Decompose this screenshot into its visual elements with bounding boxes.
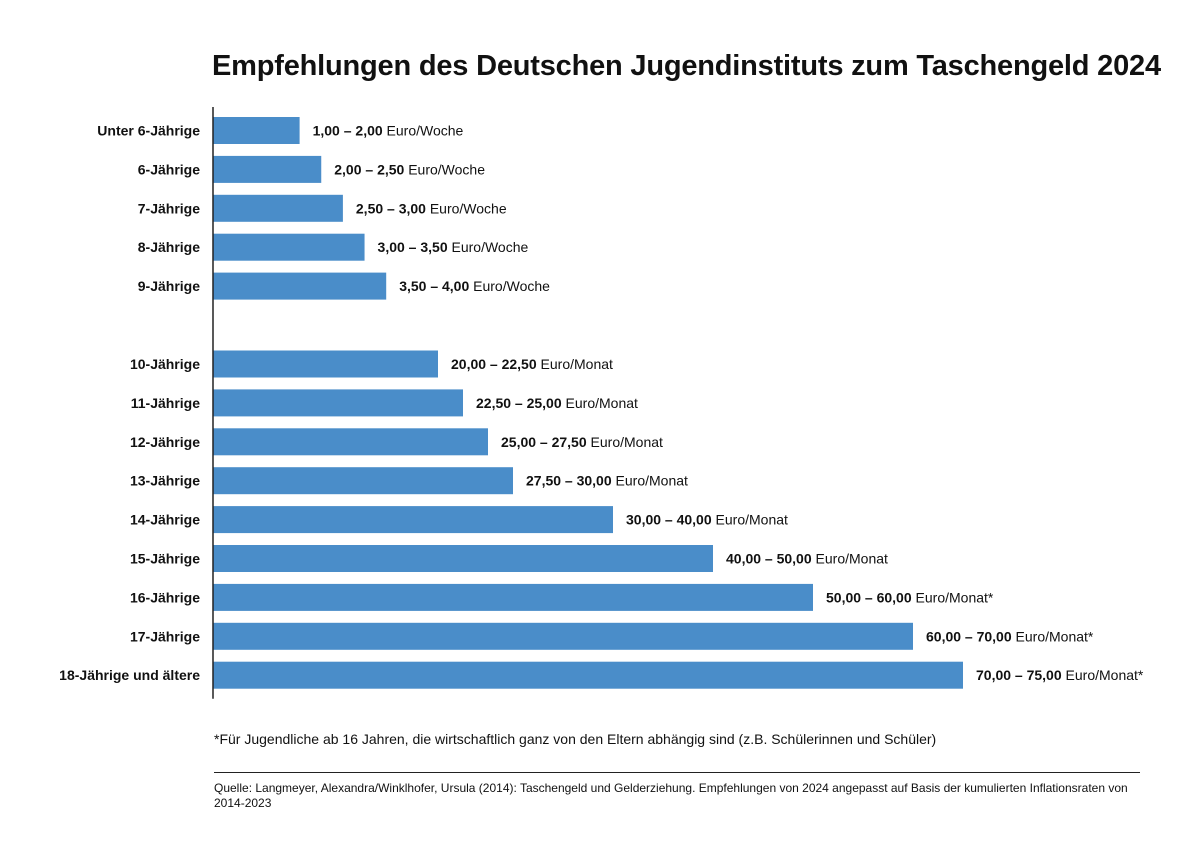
bar bbox=[213, 428, 488, 456]
value-range: 1,00 – 2,00 bbox=[313, 123, 383, 139]
bar bbox=[213, 661, 963, 689]
bar bbox=[213, 194, 343, 222]
value-unit: Euro/Woche bbox=[469, 278, 550, 294]
divider bbox=[214, 772, 1140, 773]
bar bbox=[213, 155, 322, 183]
value-range: 30,00 – 40,00 bbox=[626, 512, 712, 528]
value-label: 1,00 – 2,00 Euro/Woche bbox=[313, 123, 464, 139]
value-range: 22,50 – 25,00 bbox=[476, 395, 562, 411]
source-note: Quelle: Langmeyer, Alexandra/Winklhofer,… bbox=[214, 781, 1128, 810]
value-label: 30,00 – 40,00 Euro/Monat bbox=[626, 512, 788, 528]
value-label: 2,00 – 2,50 Euro/Woche bbox=[334, 161, 485, 177]
chart-title: Empfehlungen des Deutschen Jugendinstitu… bbox=[212, 50, 1161, 82]
value-unit: Euro/Woche bbox=[383, 123, 464, 139]
bar bbox=[213, 545, 713, 572]
category-label: 13-Jährige bbox=[130, 473, 200, 489]
bar bbox=[213, 117, 300, 144]
value-label: 40,00 – 50,00 Euro/Monat bbox=[726, 551, 888, 567]
value-unit: Euro/Monat* bbox=[1062, 667, 1144, 683]
value-label: 3,50 – 4,00 Euro/Woche bbox=[399, 278, 550, 294]
value-unit: Euro/Woche bbox=[426, 200, 507, 216]
bar bbox=[213, 622, 913, 650]
bar bbox=[213, 389, 463, 417]
category-label: 18-Jährige und ältere bbox=[59, 667, 200, 683]
bar bbox=[213, 506, 613, 534]
value-unit: Euro/Monat bbox=[612, 473, 688, 489]
value-label: 2,50 – 3,00 Euro/Woche bbox=[356, 200, 507, 216]
category-label: 11-Jährige bbox=[131, 395, 200, 411]
bar bbox=[213, 583, 813, 611]
value-label: 22,50 – 25,00 Euro/Monat bbox=[476, 395, 638, 411]
bars-group bbox=[213, 117, 963, 689]
footnote: *Für Jugendliche ab 16 Jahren, die wirts… bbox=[214, 731, 937, 747]
bar bbox=[213, 467, 513, 495]
bar bbox=[213, 233, 365, 261]
value-range: 2,00 – 2,50 bbox=[334, 161, 404, 177]
category-label: 16-Jährige bbox=[130, 589, 200, 605]
category-label: 9-Jährige bbox=[138, 278, 200, 294]
category-label: 10-Jährige bbox=[130, 356, 200, 372]
value-unit: Euro/Monat bbox=[712, 512, 788, 528]
category-label: 14-Jährige bbox=[130, 512, 200, 528]
value-label: 50,00 – 60,00 Euro/Monat* bbox=[826, 589, 994, 605]
value-range: 25,00 – 27,50 bbox=[501, 434, 587, 450]
value-range: 27,50 – 30,00 bbox=[526, 473, 612, 489]
value-range: 20,00 – 22,50 bbox=[451, 356, 537, 372]
category-labels-group: Unter 6-Jährige 6-Jährige 7-Jährige 8-Jähri… bbox=[59, 123, 200, 684]
category-label: 17-Jährige bbox=[130, 628, 200, 644]
value-unit: Euro/Monat* bbox=[912, 589, 994, 605]
value-label: 20,00 – 22,50 Euro/Monat bbox=[451, 356, 613, 372]
value-label: 25,00 – 27,50 Euro/Monat bbox=[501, 434, 663, 450]
value-range: 70,00 – 75,00 bbox=[976, 667, 1062, 683]
value-unit: Euro/Monat* bbox=[1012, 628, 1094, 644]
value-range: 40,00 – 50,00 bbox=[726, 551, 812, 567]
value-unit: Euro/Woche bbox=[404, 161, 485, 177]
value-range: 50,00 – 60,00 bbox=[826, 589, 912, 605]
category-label: 12-Jährige bbox=[130, 434, 200, 450]
value-range: 3,00 – 3,50 bbox=[378, 239, 448, 255]
value-label: 70,00 – 75,00 Euro/Monat* bbox=[976, 667, 1144, 683]
value-label: 27,50 – 30,00 Euro/Monat bbox=[526, 473, 688, 489]
bar bbox=[213, 350, 438, 378]
value-unit: Euro/Monat bbox=[537, 356, 613, 372]
category-label: Unter 6-Jährige bbox=[97, 123, 200, 139]
category-label: 8-Jährige bbox=[138, 239, 200, 255]
category-label: 6-Jährige bbox=[138, 161, 200, 177]
value-label: 3,00 – 3,50 Euro/Woche bbox=[378, 239, 529, 255]
value-unit: Euro/Monat bbox=[587, 434, 663, 450]
value-range: 60,00 – 70,00 bbox=[926, 628, 1012, 644]
category-label: 15-Jährige bbox=[130, 551, 200, 567]
category-label: 7-Jährige bbox=[138, 200, 200, 216]
value-unit: Euro/Monat bbox=[562, 395, 638, 411]
value-range: 2,50 – 3,00 bbox=[356, 200, 426, 216]
value-unit: Euro/Monat bbox=[812, 551, 888, 567]
value-unit: Euro/Woche bbox=[448, 239, 529, 255]
value-label: 60,00 – 70,00 Euro/Monat* bbox=[926, 628, 1094, 644]
value-range: 3,50 – 4,00 bbox=[399, 278, 469, 294]
bar bbox=[213, 272, 387, 300]
